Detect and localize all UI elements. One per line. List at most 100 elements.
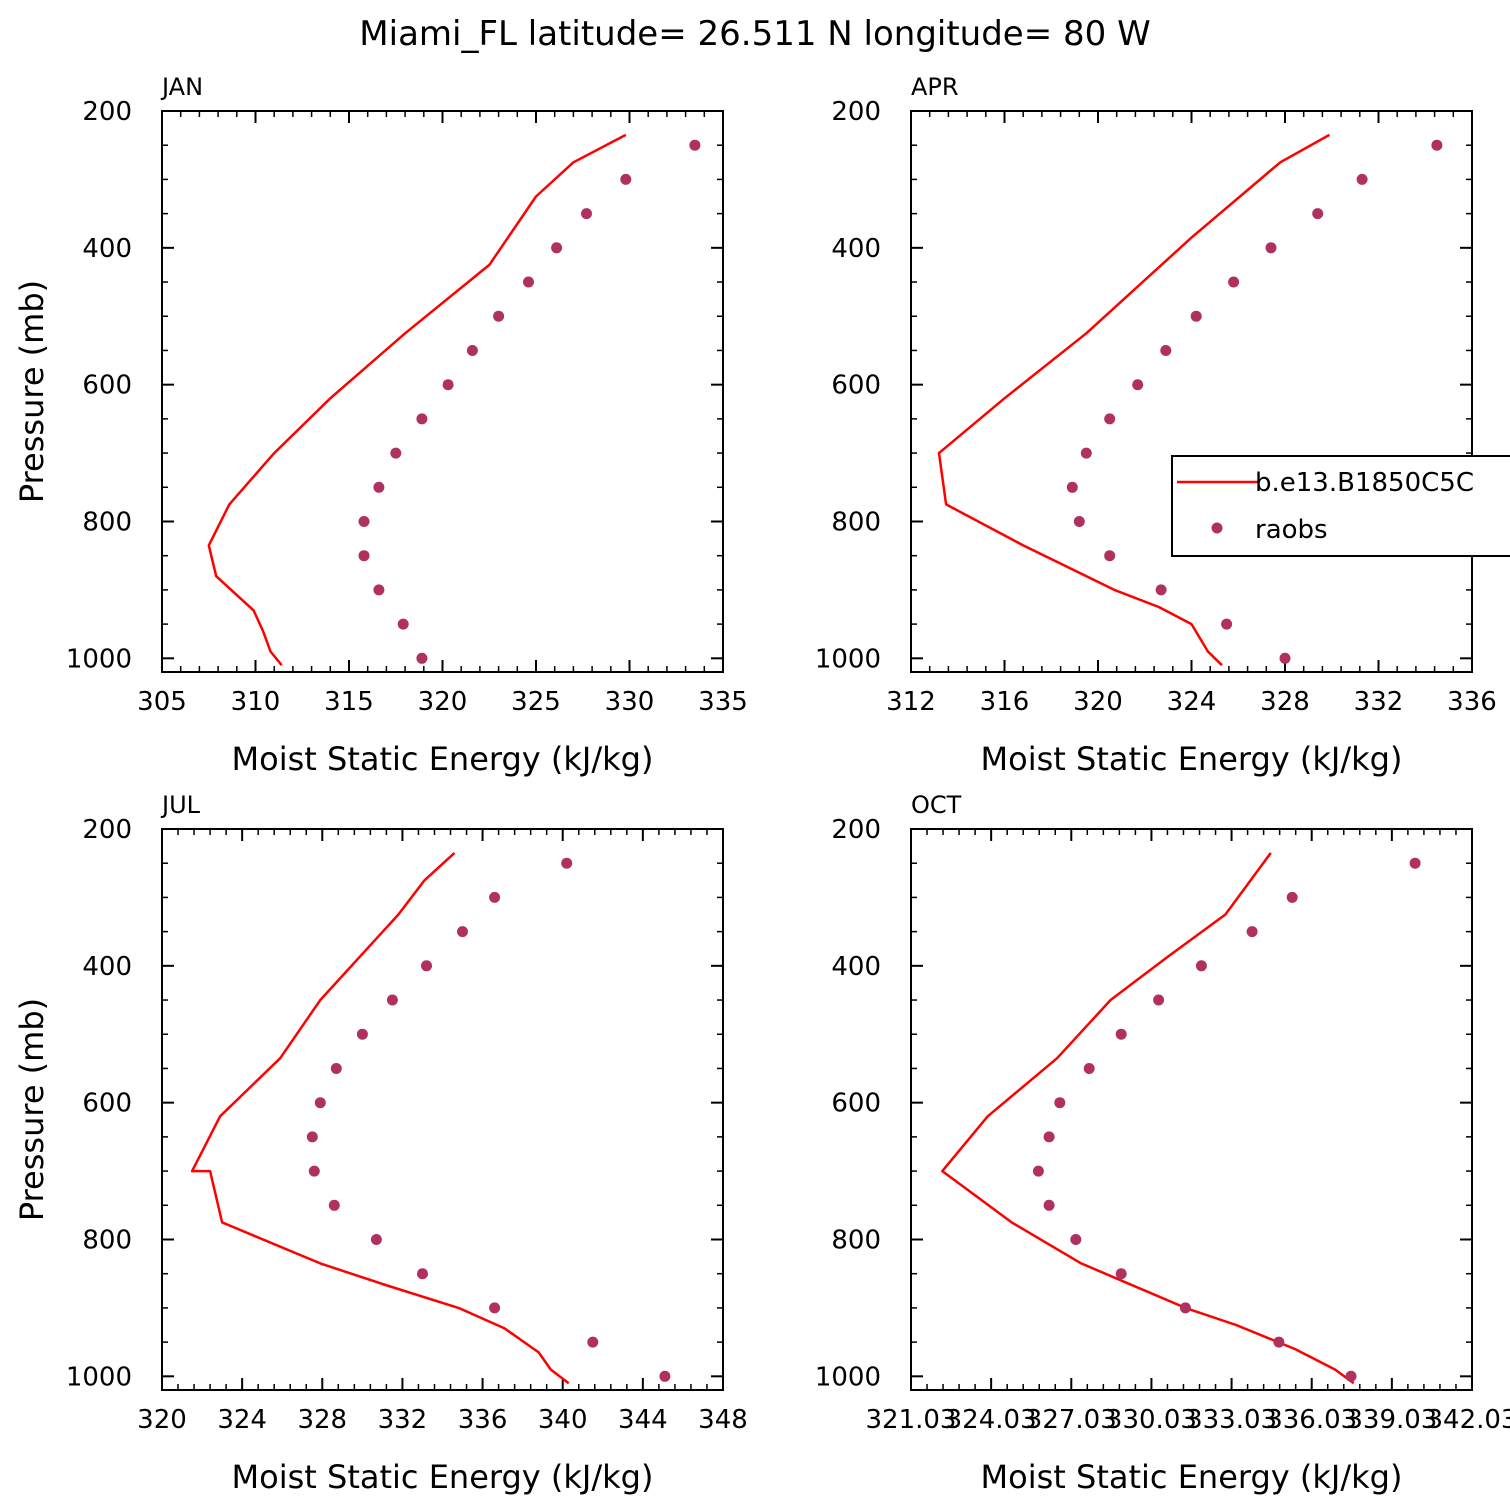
x-tick-label: 321.03 xyxy=(866,1405,957,1435)
x-tick-label: 335 xyxy=(698,687,748,717)
y-tick-label: 600 xyxy=(831,371,881,401)
x-axis-label: Moist Static Energy (kJ/kg) xyxy=(232,1458,654,1496)
obs-point xyxy=(1409,857,1421,869)
obs-point xyxy=(1070,1234,1082,1245)
x-tick-label: 312 xyxy=(886,687,936,717)
obs-point xyxy=(330,1063,342,1074)
panel-label: JAN xyxy=(160,73,203,101)
x-tick-label: 333.03 xyxy=(1186,1405,1277,1435)
obs-point xyxy=(1246,926,1258,938)
x-tick-label: 305 xyxy=(137,687,187,717)
obs-point xyxy=(1132,379,1144,391)
x-axis-label: Moist Static Energy (kJ/kg) xyxy=(981,1458,1403,1496)
obs-point xyxy=(457,926,468,938)
y-tick-label: 800 xyxy=(82,507,132,537)
x-tick-label: 315 xyxy=(324,687,374,717)
obs-point xyxy=(397,618,409,630)
x-tick-label: 324 xyxy=(217,1405,267,1435)
obs-point xyxy=(358,550,370,562)
y-tick-label: 1000 xyxy=(66,1362,132,1392)
y-tick-label: 400 xyxy=(831,952,881,982)
obs-point xyxy=(442,379,454,391)
x-tick-label: 344 xyxy=(618,1405,668,1435)
obs-point xyxy=(620,173,632,185)
obs-point xyxy=(561,857,573,869)
x-tick-label: 324 xyxy=(1167,687,1217,717)
obs-point xyxy=(314,1097,326,1109)
obs-point xyxy=(551,242,563,254)
panel-label: APR xyxy=(911,73,959,101)
plot-frame xyxy=(910,110,1473,673)
obs-point xyxy=(416,652,428,664)
obs-point xyxy=(386,994,398,1006)
obs-point xyxy=(358,516,370,527)
x-tick-label: 348 xyxy=(698,1405,748,1435)
x-tick-label: 328 xyxy=(297,1405,347,1435)
y-tick-label: 800 xyxy=(831,507,881,537)
obs-point xyxy=(659,1370,671,1382)
legend-dot-swatch xyxy=(1211,522,1223,534)
y-tick-label: 400 xyxy=(831,234,881,264)
y-tick-label: 200 xyxy=(82,815,132,845)
panel-apr: APR 312 316 320 324 328 332 336 200 400 600 800 1000… xyxy=(815,73,1497,778)
x-tick-label: 327.03 xyxy=(1026,1405,1117,1435)
obs-point xyxy=(1179,1302,1191,1314)
y-tick-label: 800 xyxy=(82,1225,132,1255)
legend-box xyxy=(1171,455,1510,557)
obs-point xyxy=(1312,208,1324,220)
obs-point xyxy=(1155,584,1167,596)
x-tick-label: 324.03 xyxy=(946,1405,1037,1435)
obs-point xyxy=(1345,1370,1357,1382)
x-tick-label: 336.03 xyxy=(1266,1405,1357,1435)
x-tick-label: 325 xyxy=(511,687,561,717)
obs-point xyxy=(466,345,478,356)
x-tick-label: 316 xyxy=(980,687,1030,717)
obs-point xyxy=(581,208,592,220)
obs-point xyxy=(523,276,534,288)
x-tick-label: 320 xyxy=(137,1405,187,1435)
obs-point xyxy=(1279,652,1291,664)
panel-label: OCT xyxy=(911,791,962,819)
y-tick-label: 600 xyxy=(831,1089,881,1119)
obs-point xyxy=(306,1131,318,1143)
obs-point xyxy=(1356,173,1368,185)
x-tick-label: 336 xyxy=(458,1405,508,1435)
legend-obs-label: raobs xyxy=(1255,515,1328,545)
obs-point xyxy=(1115,1028,1127,1040)
model-line xyxy=(190,851,570,1385)
obs-point xyxy=(1195,960,1207,972)
obs-point xyxy=(1431,139,1443,151)
obs-point xyxy=(1043,1131,1055,1143)
obs-point xyxy=(1228,276,1240,288)
x-tick-label: 332 xyxy=(378,1405,428,1435)
x-tick-label: 310 xyxy=(231,687,281,717)
x-tick-label: 330 xyxy=(605,687,655,717)
obs-point xyxy=(489,1302,501,1314)
legend-model-label: b.e13.B1850C5C xyxy=(1255,468,1474,498)
x-tick-label: 336 xyxy=(1447,687,1497,717)
y-tick-label: 400 xyxy=(82,234,132,264)
legend: b.e13.B1850C5C raobs xyxy=(1171,455,1510,557)
y-tick-label: 400 xyxy=(82,952,132,982)
model-line xyxy=(937,133,1331,667)
obs-point xyxy=(1104,550,1116,562)
obs-point xyxy=(1265,242,1277,254)
x-tick-label: 320 xyxy=(1073,687,1123,717)
obs-point xyxy=(356,1028,368,1040)
obs-point xyxy=(373,481,385,493)
y-axis-label: Pressure (mb) xyxy=(13,280,51,503)
obs-point xyxy=(1043,1199,1055,1211)
model-line xyxy=(941,852,1355,1385)
y-tick-label: 600 xyxy=(82,371,132,401)
obs-point xyxy=(1073,516,1085,527)
panel-jul: JUL 320 324 328 332 336 340 344 348 200 400 600 800 1… xyxy=(13,791,748,1496)
figure-title: Miami_FL latitude= 26.511 N longitude= 8… xyxy=(359,14,1150,54)
y-tick-label: 1000 xyxy=(815,644,881,674)
obs-point xyxy=(1066,481,1078,493)
panel-label: JUL xyxy=(160,791,201,819)
y-axis-label: Pressure (mb) xyxy=(13,998,51,1221)
obs-point xyxy=(390,447,402,459)
plot-frame xyxy=(910,828,1473,1391)
panel-jan: JAN 305 310 315 320 325 330 335 200 400 600 800 1000… xyxy=(13,73,748,778)
